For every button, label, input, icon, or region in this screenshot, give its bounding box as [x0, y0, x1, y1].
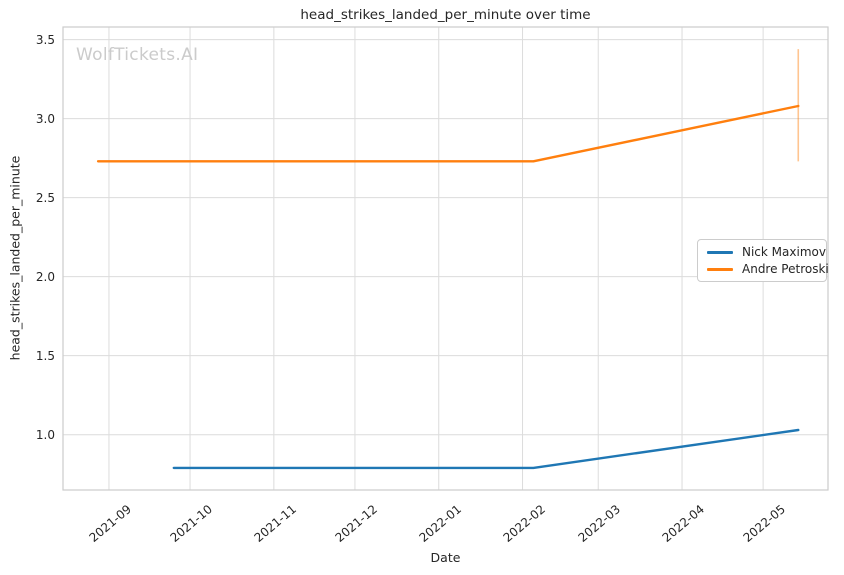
series-line-andre-petroski: [96, 104, 800, 163]
legend-item-label: Andre Petroski: [742, 262, 829, 276]
series-line-nick-maximov: [172, 428, 800, 470]
y-tick-label: 1.0: [35, 427, 55, 442]
chart-title: head_strikes_landed_per_minute over time: [300, 7, 591, 23]
y-tick-label: 2.0: [35, 269, 55, 284]
y-tick-label: 2.5: [35, 190, 55, 205]
legend-line-swatch: [707, 250, 733, 254]
legend-item-label: Nick Maximov: [742, 245, 826, 259]
y-tick-label: 1.5: [35, 348, 55, 363]
legend-item: Nick Maximov: [707, 245, 826, 259]
y-tick-label: 3.5: [35, 32, 55, 47]
legend-item: Andre Petroski: [707, 262, 829, 276]
watermark-text: WolfTickets.AI: [76, 45, 199, 65]
legend: Nick Maximov Andre Petroski: [697, 239, 829, 282]
y-tick-label: 3.0: [35, 111, 55, 126]
legend-line-swatch: [707, 267, 733, 271]
plot-border: [62, 26, 829, 491]
y-axis-label: head_strikes_landed_per_minute: [7, 155, 23, 361]
x-axis-label: Date: [430, 550, 461, 565]
